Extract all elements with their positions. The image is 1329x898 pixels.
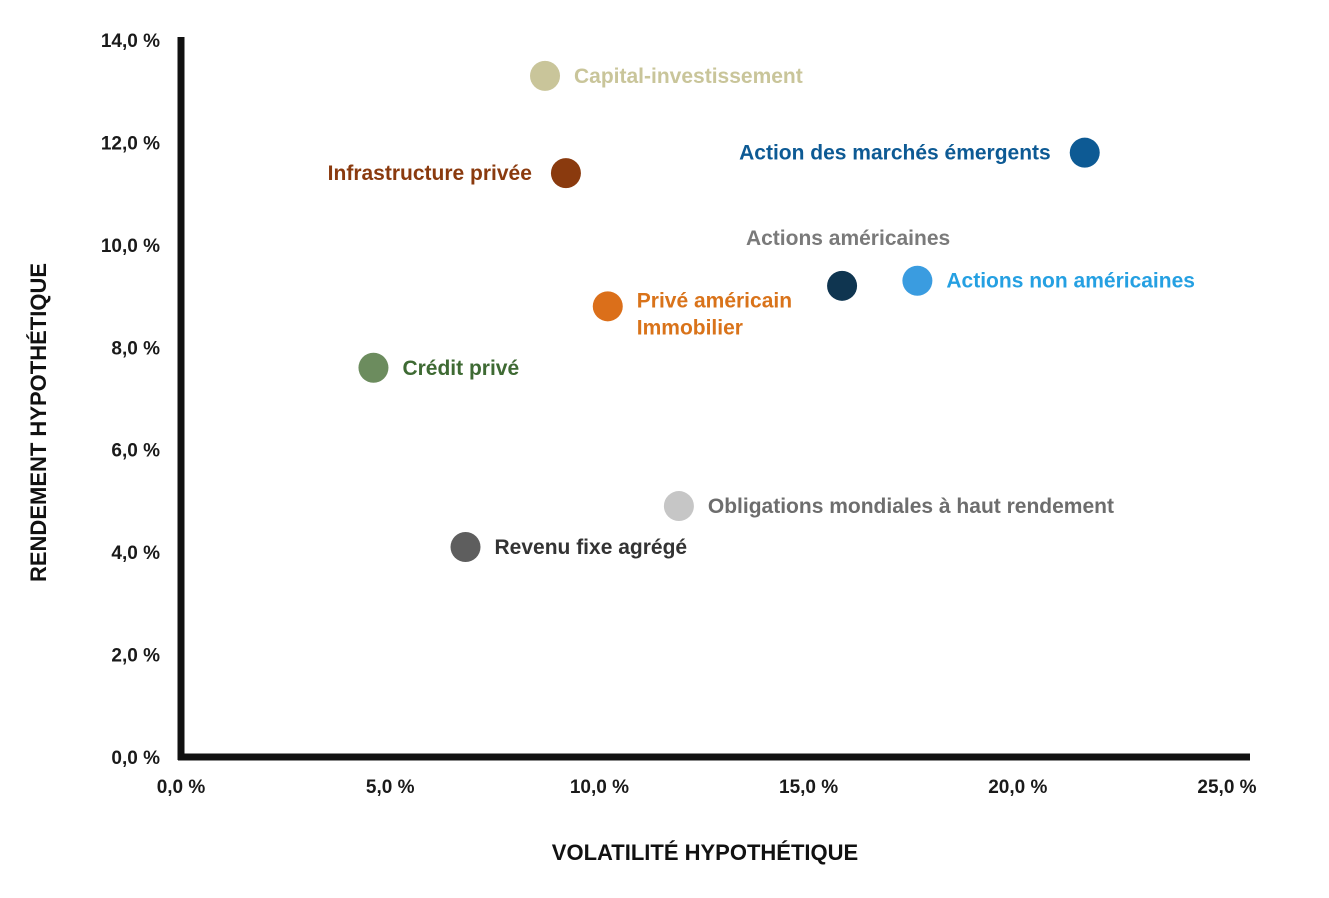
data-point-group: Actions américaines [746, 227, 950, 303]
y-axis-ticks: 0,0 % 2,0 % 4,0 % 6,0 % 8,0 % 10,0 % 12,0 % 14,… [101, 31, 160, 769]
data-point-label-line: Capital-investissement [574, 65, 803, 88]
data-point [827, 270, 858, 301]
y-tick-label: 12,0 % [101, 133, 160, 154]
y-tick-label: 6,0 % [111, 441, 160, 462]
y-tick-label: 10,0 % [101, 236, 160, 257]
data-point-label: Revenu fixe agrégé [495, 536, 688, 559]
y-tick-label: 2,0 % [111, 646, 160, 667]
data-point-label-line: Actions américaines [746, 227, 950, 250]
data-point-group: Obligations mondiales à haut rendement [661, 489, 1114, 524]
data-point [1069, 137, 1100, 168]
data-point-group: Capital-investissement [528, 58, 803, 93]
data-point-label: Crédit privé [402, 357, 519, 380]
data-point-label: Privé américain Immobilier [637, 289, 792, 339]
y-tick-label: 14,0 % [101, 31, 160, 52]
y-axis-title: RENDEMENT HYPOTHÉTIQUE [26, 263, 51, 582]
x-axis-title: VOLATILITÉ HYPOTHÉTIQUE [552, 840, 858, 865]
y-tick-label: 8,0 % [111, 338, 160, 359]
y-tick-label: 4,0 % [111, 543, 160, 564]
data-point-label: Action des marchés émergents [739, 142, 1051, 165]
data-point-group: Revenu fixe agrégé [448, 530, 688, 565]
data-point-group: Crédit privé [356, 350, 519, 385]
x-tick-label: 25,0 % [1197, 777, 1256, 798]
data-points: Capital-investissement Action des marchés… [328, 58, 1195, 565]
data-point-label-line: Revenu fixe agrégé [495, 536, 688, 559]
data-point-label-line: Action des marchés émergents [739, 142, 1051, 165]
axes [177, 37, 1250, 761]
data-point [592, 291, 623, 322]
data-point [550, 158, 581, 189]
data-point-label: Obligations mondiales à haut rendement [708, 495, 1114, 518]
data-point-group: Action des marchés émergents [739, 135, 1102, 170]
data-point-label-line: Crédit privé [402, 357, 519, 380]
data-point-group: Infrastructure privée [328, 156, 583, 191]
data-point-label: Capital-investissement [574, 65, 803, 88]
data-point-group: Actions non américaines [900, 263, 1195, 298]
data-point [358, 352, 389, 383]
x-tick-label: 0,0 % [157, 777, 206, 798]
data-point-label-line: Obligations mondiales à haut rendement [708, 495, 1114, 518]
x-tick-label: 15,0 % [779, 777, 838, 798]
data-point-label: Actions américaines [746, 227, 950, 250]
data-point [530, 60, 561, 91]
x-axis-ticks: 0,0 % 5,0 % 10,0 % 15,0 % 20,0 % 25,0 % [157, 777, 1257, 798]
data-point-label-line: Infrastructure privée [328, 162, 532, 185]
data-point-label-line: Actions non américaines [946, 270, 1195, 293]
data-point-label: Infrastructure privée [328, 162, 532, 185]
data-point-label: Actions non américaines [946, 270, 1195, 293]
data-point [450, 532, 481, 563]
y-tick-label: 0,0 % [111, 748, 160, 769]
data-point-label-line: Immobilier [637, 316, 743, 339]
x-tick-label: 20,0 % [988, 777, 1047, 798]
data-point-label-line: Privé américain [637, 289, 792, 312]
x-tick-label: 10,0 % [570, 777, 629, 798]
data-point [663, 491, 694, 522]
x-tick-label: 5,0 % [366, 777, 415, 798]
data-point-group: Privé américain Immobilier [590, 289, 792, 339]
data-point [902, 265, 933, 296]
